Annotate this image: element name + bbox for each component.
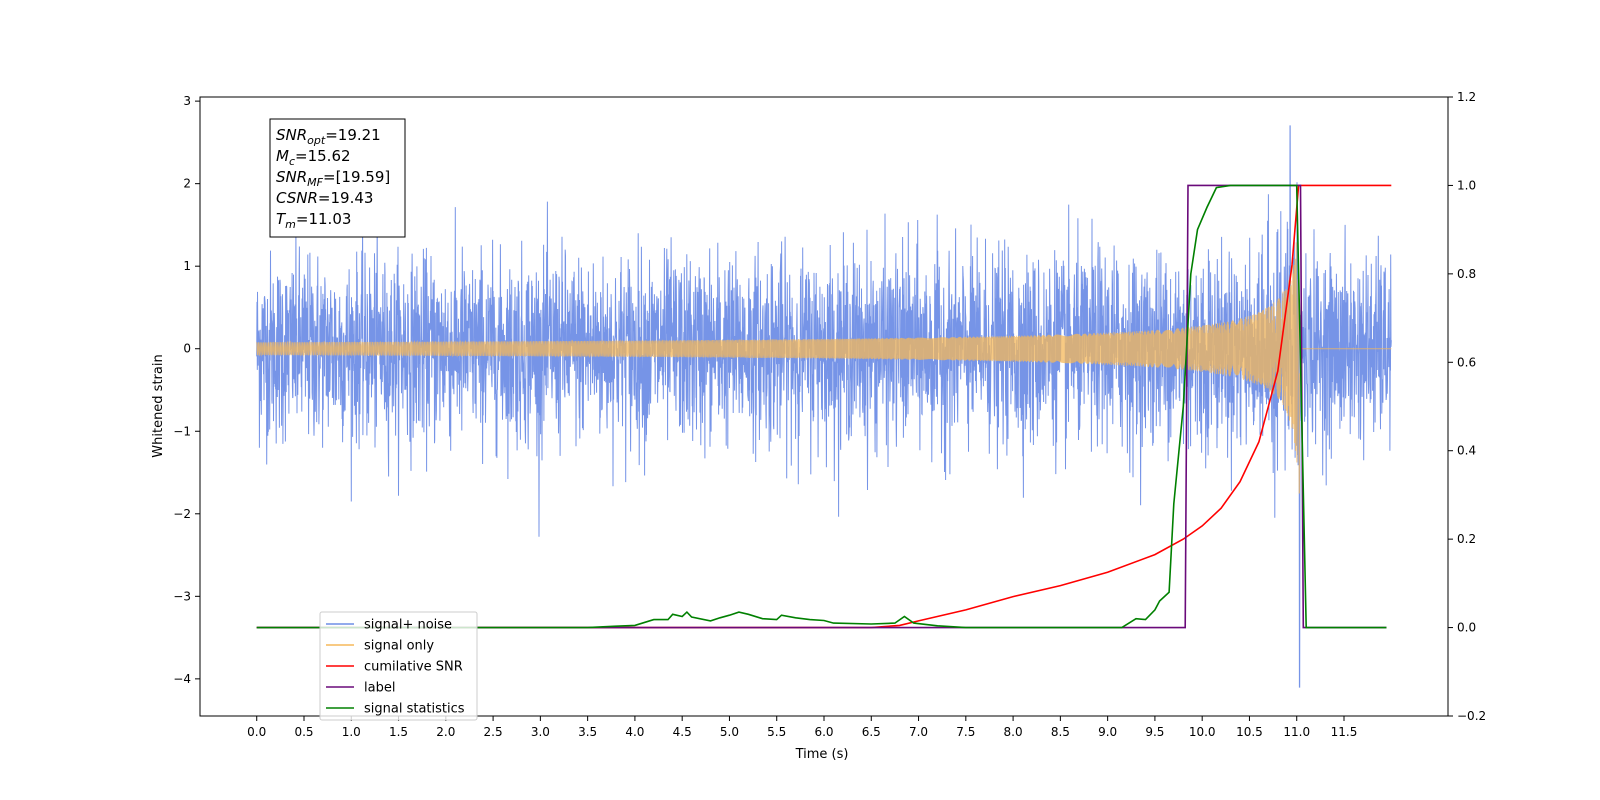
legend: signal+ noise signal only cumilative SNR la… (319, 611, 478, 721)
x-tick-label: 4.0 (625, 725, 644, 739)
x-tick-label: 0.5 (294, 725, 313, 739)
annotation-line: SNRopt=19.21 (276, 126, 381, 147)
x-tick-label: 6.5 (862, 725, 881, 739)
x-tick-label: 7.5 (956, 725, 975, 739)
y2-tick-label: 0.0 (1457, 621, 1476, 635)
x-tick-label: 7.0 (909, 725, 928, 739)
x-tick-label: 10.0 (1189, 725, 1216, 739)
x-tick-label: 3.5 (578, 725, 597, 739)
x-tick-label: 3.0 (531, 725, 550, 739)
x-tick-label: 9.5 (1145, 725, 1164, 739)
annotation-value: =19.21 (325, 126, 381, 144)
x-tick-label: 1.5 (389, 725, 408, 739)
series-cumilative-snr (256, 184, 1392, 629)
x-tick-label: 9.0 (1098, 725, 1117, 739)
legend-frame (319, 611, 478, 721)
legend-entry: signal+ noise (364, 618, 452, 633)
y2-tick-label: 1.0 (1457, 178, 1476, 192)
x-tick-label: 6.0 (814, 725, 833, 739)
y2-tick-label: 0.8 (1457, 267, 1476, 281)
annotation-value: =19.43 (318, 189, 374, 207)
annotation-symbol: SNR (276, 126, 307, 144)
annotation-value: =15.62 (295, 147, 351, 165)
legend-entry: signal statistics (364, 702, 465, 717)
y-tick-label: 1 (183, 259, 191, 273)
y-tick-label: −4 (173, 672, 191, 686)
x-tick-label: 0.0 (247, 725, 266, 739)
y-tick-label: 2 (183, 177, 191, 191)
legend-entry: signal only (364, 639, 434, 654)
annotation-value: =[19.59] (323, 168, 390, 186)
annotation-subscript: m (285, 218, 296, 231)
annotation-symbol: CSNR (276, 189, 318, 207)
annotation-symbol: SNR (276, 168, 307, 186)
y-axis-right: 1.2 1.0 0.8 0.6 0.4 0.2 0.0 −0.2 (1448, 90, 1486, 723)
y-axis-label: Whitened strain (151, 354, 166, 457)
annotation-value: =11.03 (296, 210, 352, 228)
y-tick-label: 3 (183, 94, 191, 108)
x-tick-label: 8.0 (1004, 725, 1023, 739)
y2-tick-label: −0.2 (1457, 709, 1486, 723)
x-tick-label: 2.5 (484, 725, 503, 739)
x-tick-label: 1.0 (342, 725, 361, 739)
y-tick-label: 0 (183, 342, 191, 356)
x-tick-label: 8.5 (1051, 725, 1070, 739)
annotation-subscript: MF (307, 176, 323, 189)
y2-tick-label: 0.6 (1457, 355, 1476, 369)
x-axis-label: Time (s) (795, 747, 849, 762)
legend-entry: cumilative SNR (364, 660, 463, 675)
stats-annotation-box: SNRopt=19.21Mc=15.62SNRMF=[19.59]CSNR=19… (269, 118, 406, 238)
x-tick-label: 11.5 (1331, 725, 1358, 739)
x-tick-label: 4.5 (673, 725, 692, 739)
x-axis: 0.0 0.5 1.0 1.5 2.0 2.5 3.0 3.5 4.0 4.5 5.0 5.5 6.0 6… (247, 716, 1357, 739)
y2-tick-label: 1.2 (1457, 90, 1476, 104)
annotation-frame (269, 118, 406, 238)
legend-entry: label (364, 681, 395, 696)
x-tick-label: 5.5 (767, 725, 786, 739)
annotation-subscript: c (289, 155, 295, 168)
annotation-symbol: T (276, 210, 287, 228)
annotation-line: SNRMF=[19.59] (276, 168, 390, 189)
x-tick-label: 5.0 (720, 725, 739, 739)
y-tick-label: −1 (173, 424, 191, 438)
y-tick-label: −2 (173, 507, 191, 521)
y2-tick-label: 0.4 (1457, 444, 1476, 458)
series-signal-plus-noise (256, 125, 1392, 688)
annotation-line: CSNR=19.43 (276, 189, 373, 207)
annotation-line: Mc=15.62 (276, 147, 351, 168)
y2-tick-label: 0.2 (1457, 532, 1476, 546)
series-layer (256, 125, 1392, 688)
x-tick-label: 11.0 (1283, 725, 1310, 739)
annotation-line: Tm=11.03 (276, 210, 351, 231)
y-axis-left: 3 2 1 0 −1 −2 −3 −4 (173, 94, 200, 686)
series-signal-statistics (256, 184, 1387, 629)
annotation-symbol: M (276, 147, 289, 165)
x-tick-label: 2.0 (436, 725, 455, 739)
y-tick-label: −3 (173, 589, 191, 603)
series-signal-only (256, 242, 1392, 494)
annotation-subscript: opt (307, 134, 326, 147)
x-tick-label: 10.5 (1236, 725, 1263, 739)
